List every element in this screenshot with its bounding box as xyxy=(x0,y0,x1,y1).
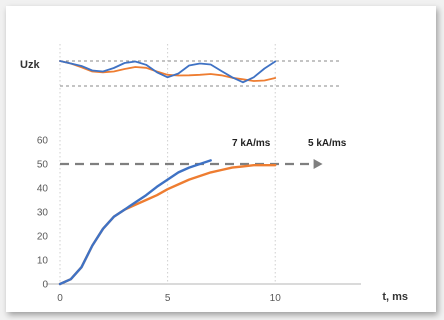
threshold-arrowhead xyxy=(313,159,323,169)
x-axis-label: t, ms xyxy=(382,291,408,303)
uzk-label: Uzk xyxy=(20,59,40,71)
y-tick-label: 60 xyxy=(37,136,49,147)
annotation-7-ka-ms: 7 kA/ms xyxy=(232,138,271,149)
y-tick-label: 0 xyxy=(42,280,48,291)
y-tick-label: 30 xyxy=(37,208,49,219)
x-tick-label: 10 xyxy=(270,293,282,304)
chart-svg: 0 5 10 0 10 20 30 40 50 60 t, ms Uzk 7 kA/ms 5 kA/ms xyxy=(20,44,408,304)
current-series-blue xyxy=(58,159,212,286)
x-tick-label: 0 xyxy=(57,293,63,304)
uzk-series-orange xyxy=(59,60,277,82)
y-tick-label: 40 xyxy=(37,184,49,195)
annotation-5-ka-ms: 5 kA/ms xyxy=(308,138,347,149)
uzk-series-blue xyxy=(59,60,277,84)
chart-figure: 0 5 10 0 10 20 30 40 50 60 t, ms Uzk 7 kA/ms 5 kA/ms xyxy=(6,6,436,312)
x-tick-label: 5 xyxy=(165,293,171,304)
y-tick-label: 20 xyxy=(37,232,49,243)
y-tick-label: 10 xyxy=(37,256,49,267)
y-tick-label: 50 xyxy=(37,160,49,171)
